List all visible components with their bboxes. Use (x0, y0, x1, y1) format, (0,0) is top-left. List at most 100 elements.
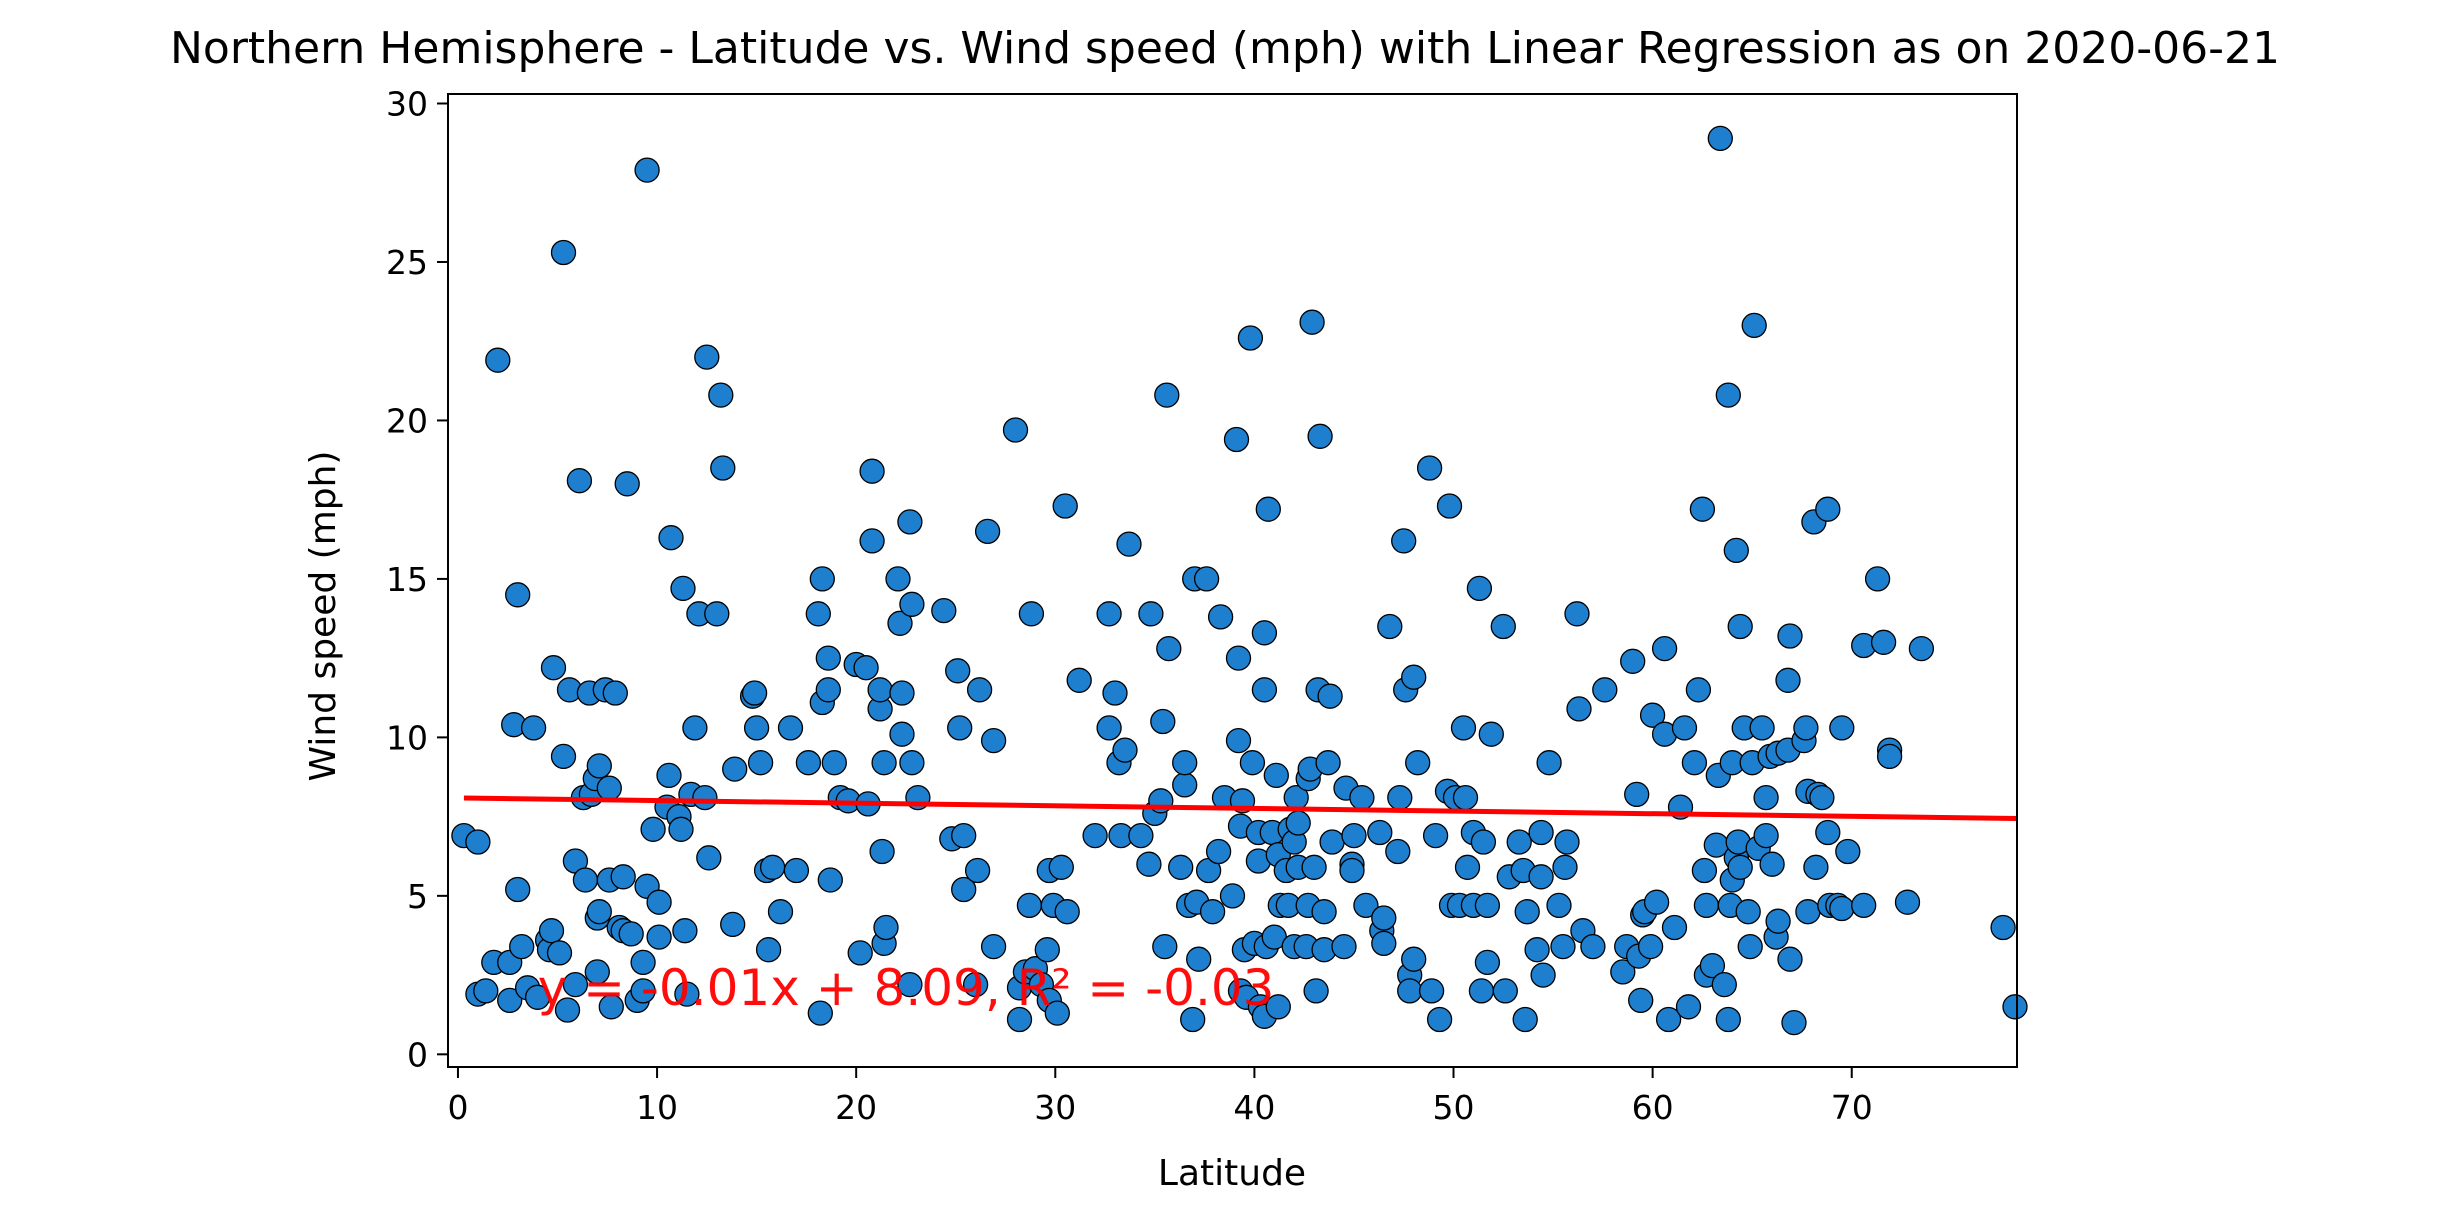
data-point (1096, 715, 1122, 741)
y-tick-label: 5 (407, 877, 428, 916)
data-point (1643, 889, 1670, 915)
data-point (1436, 493, 1463, 519)
data-point (708, 382, 734, 408)
data-point (1851, 892, 1877, 919)
data-point (505, 582, 531, 608)
data-point (1186, 946, 1212, 972)
data-point (1303, 978, 1329, 1004)
data-point (1454, 854, 1481, 880)
data-point (755, 937, 782, 963)
data-point (1116, 531, 1142, 557)
data-point (1168, 854, 1194, 880)
data-point (1815, 496, 1841, 522)
data-point (572, 867, 599, 893)
data-point (1265, 994, 1291, 1020)
data-point (1138, 601, 1164, 627)
data-point (694, 344, 720, 370)
data-point (1715, 1006, 1741, 1033)
data-point (1102, 680, 1128, 706)
data-point (1759, 851, 1785, 877)
data-point (550, 743, 577, 770)
data-point (859, 528, 885, 554)
data-point (1990, 914, 2016, 941)
data-point (821, 750, 847, 776)
data-point (598, 994, 624, 1020)
data-point (1530, 962, 1556, 988)
data-point (743, 715, 770, 741)
data-point (1661, 914, 1688, 941)
x-tick-label: 50 (1433, 1088, 1475, 1127)
data-point (1154, 382, 1180, 408)
data-point (610, 864, 636, 890)
data-point (1349, 784, 1375, 811)
data-point (1564, 601, 1590, 627)
data-point (962, 971, 989, 998)
data-point (1136, 851, 1162, 877)
data-point (885, 566, 911, 592)
data-point (1225, 645, 1252, 671)
data-point (847, 940, 873, 966)
data-point (1554, 829, 1580, 855)
data-point (1339, 857, 1365, 884)
data-point (704, 601, 730, 627)
data-point (1809, 784, 1835, 811)
data-point (859, 458, 885, 484)
data-point (1735, 899, 1761, 925)
data-point (1908, 635, 1935, 662)
data-point (947, 715, 973, 741)
data-point (1225, 727, 1252, 754)
data-point (869, 838, 895, 865)
data-point (1693, 892, 1720, 919)
data-point (550, 239, 577, 266)
data-point (966, 677, 993, 703)
data-point (1685, 677, 1712, 703)
data-point (1536, 750, 1562, 776)
data-point (1239, 750, 1266, 776)
data-point (1864, 566, 1891, 592)
data-point (1285, 810, 1311, 836)
data-point (951, 876, 977, 903)
data-point (1795, 899, 1821, 925)
x-tick-label: 0 (447, 1088, 468, 1127)
data-point (1016, 892, 1043, 919)
data-point (614, 471, 640, 497)
data-point (1566, 696, 1592, 722)
data-point (520, 715, 547, 741)
data-point (795, 750, 822, 776)
data-point (1876, 743, 1903, 770)
data-point (741, 680, 768, 706)
data-point (1689, 496, 1716, 522)
data-point (630, 978, 656, 1004)
data-point (873, 914, 899, 941)
data-point (465, 829, 491, 855)
data-point (1426, 1006, 1453, 1033)
data-point (1737, 933, 1763, 960)
data-points (451, 125, 2028, 1036)
data-point (1835, 838, 1861, 865)
data-point (1237, 325, 1264, 351)
data-point (1082, 822, 1108, 849)
data-point (1552, 854, 1578, 880)
data-point (722, 756, 748, 782)
data-point (1741, 312, 1767, 339)
data-point (1711, 971, 1737, 998)
data-point (783, 857, 810, 884)
data-point (767, 899, 794, 925)
data-point (497, 987, 523, 1014)
data-point (670, 575, 696, 602)
data-point (887, 610, 913, 636)
x-tick-label: 70 (1831, 1088, 1873, 1127)
data-point (1315, 750, 1341, 776)
data-point (1096, 601, 1122, 627)
x-tick-label: 20 (835, 1088, 877, 1127)
data-point (1803, 854, 1829, 880)
data-point (674, 981, 700, 1007)
data-point (809, 566, 835, 592)
data-point (1691, 857, 1718, 884)
data-point (1452, 784, 1479, 811)
data-point (1628, 987, 1654, 1014)
data-point (853, 655, 879, 681)
data-point (1367, 819, 1393, 846)
data-point (945, 658, 971, 684)
